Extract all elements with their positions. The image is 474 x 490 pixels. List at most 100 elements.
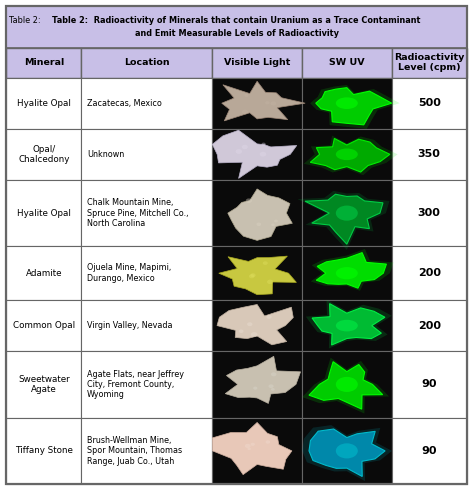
Text: Radioactivity
Level (cpm): Radioactivity Level (cpm) bbox=[394, 53, 465, 73]
Bar bbox=[212, 246, 302, 300]
Ellipse shape bbox=[263, 261, 268, 265]
Polygon shape bbox=[306, 300, 392, 348]
Polygon shape bbox=[212, 422, 292, 475]
Ellipse shape bbox=[244, 94, 248, 97]
Polygon shape bbox=[309, 362, 383, 409]
Text: Tiffany Stone: Tiffany Stone bbox=[15, 446, 73, 455]
Ellipse shape bbox=[247, 448, 251, 450]
Text: Opal/
Chalcedony: Opal/ Chalcedony bbox=[18, 145, 70, 164]
Polygon shape bbox=[225, 356, 301, 403]
Ellipse shape bbox=[239, 329, 244, 333]
Bar bbox=[6, 417, 82, 484]
Text: Common Opal: Common Opal bbox=[13, 321, 75, 330]
Text: and Emit Measurable Levels of Radioactivity: and Emit Measurable Levels of Radioactiv… bbox=[135, 29, 338, 38]
Bar bbox=[302, 300, 392, 351]
Ellipse shape bbox=[336, 377, 358, 392]
Text: Mineral: Mineral bbox=[24, 58, 64, 67]
Bar bbox=[82, 129, 212, 180]
Text: Hyalite Opal: Hyalite Opal bbox=[17, 98, 71, 108]
Bar bbox=[6, 48, 82, 77]
Polygon shape bbox=[217, 304, 293, 345]
Bar bbox=[302, 180, 392, 246]
Bar bbox=[212, 180, 302, 246]
Text: SW UV: SW UV bbox=[329, 58, 365, 67]
Ellipse shape bbox=[274, 220, 278, 222]
Bar bbox=[392, 129, 467, 180]
Ellipse shape bbox=[249, 274, 255, 278]
Polygon shape bbox=[302, 425, 392, 481]
Text: Table 2:: Table 2: bbox=[9, 16, 40, 24]
Polygon shape bbox=[304, 136, 398, 175]
Bar bbox=[6, 129, 82, 180]
Bar bbox=[212, 417, 302, 484]
Text: 300: 300 bbox=[418, 208, 441, 218]
Ellipse shape bbox=[245, 444, 251, 448]
Polygon shape bbox=[298, 191, 390, 250]
Bar bbox=[82, 180, 212, 246]
Bar bbox=[302, 246, 392, 300]
Bar bbox=[82, 351, 212, 417]
Bar bbox=[302, 77, 392, 129]
Text: Table 2:  Radioactivity of Minerals that contain Uranium as a Trace Contaminant: Table 2: Radioactivity of Minerals that … bbox=[52, 16, 421, 24]
Text: Zacatecas, Mexico: Zacatecas, Mexico bbox=[87, 98, 162, 108]
Bar bbox=[392, 351, 467, 417]
Bar bbox=[6, 351, 82, 417]
Bar bbox=[82, 77, 212, 129]
Ellipse shape bbox=[256, 222, 261, 226]
Text: Chalk Mountain Mine,
Spruce Pine, Mitchell Co.,
North Carolina: Chalk Mountain Mine, Spruce Pine, Mitche… bbox=[87, 198, 189, 228]
Polygon shape bbox=[305, 194, 383, 244]
Bar bbox=[6, 77, 82, 129]
Ellipse shape bbox=[246, 198, 252, 203]
Bar bbox=[302, 129, 392, 180]
Bar bbox=[392, 246, 467, 300]
Polygon shape bbox=[228, 189, 292, 241]
Ellipse shape bbox=[253, 387, 257, 390]
Text: Agate Flats, near Jeffrey
City, Fremont County,
Wyoming: Agate Flats, near Jeffrey City, Fremont … bbox=[87, 369, 184, 399]
Bar bbox=[392, 300, 467, 351]
Polygon shape bbox=[219, 256, 296, 294]
Bar bbox=[212, 300, 302, 351]
Bar bbox=[6, 6, 467, 48]
Ellipse shape bbox=[236, 149, 242, 154]
Text: 350: 350 bbox=[418, 149, 441, 159]
Bar bbox=[82, 417, 212, 484]
Polygon shape bbox=[222, 81, 305, 121]
Bar bbox=[6, 180, 82, 246]
Polygon shape bbox=[212, 130, 297, 178]
Polygon shape bbox=[316, 253, 386, 288]
Ellipse shape bbox=[336, 206, 358, 220]
Polygon shape bbox=[316, 88, 392, 125]
Ellipse shape bbox=[336, 320, 358, 331]
Polygon shape bbox=[302, 358, 389, 414]
Ellipse shape bbox=[268, 384, 273, 388]
Text: 200: 200 bbox=[418, 320, 441, 331]
Bar bbox=[6, 300, 82, 351]
Polygon shape bbox=[310, 85, 400, 129]
Text: Visible Light: Visible Light bbox=[224, 58, 290, 67]
Text: 90: 90 bbox=[421, 446, 437, 456]
Polygon shape bbox=[310, 139, 390, 172]
Bar bbox=[6, 246, 82, 300]
Bar bbox=[392, 180, 467, 246]
Ellipse shape bbox=[260, 152, 266, 157]
Polygon shape bbox=[312, 304, 385, 345]
Text: 200: 200 bbox=[418, 268, 441, 278]
Ellipse shape bbox=[267, 280, 273, 284]
Ellipse shape bbox=[336, 267, 358, 279]
Bar bbox=[82, 48, 212, 77]
Polygon shape bbox=[309, 429, 385, 476]
Text: Adamite: Adamite bbox=[26, 269, 62, 278]
Ellipse shape bbox=[271, 388, 275, 391]
Ellipse shape bbox=[265, 441, 270, 443]
Bar bbox=[82, 246, 212, 300]
Bar bbox=[392, 48, 467, 77]
Text: 90: 90 bbox=[421, 379, 437, 390]
Ellipse shape bbox=[242, 145, 248, 149]
Text: Brush-Wellman Mine,
Spor Mountain, Thomas
Range, Juab Co., Utah: Brush-Wellman Mine, Spor Mountain, Thoma… bbox=[87, 436, 182, 466]
Text: Ojuela Mine, Mapimi,
Durango, Mexico: Ojuela Mine, Mapimi, Durango, Mexico bbox=[87, 264, 171, 283]
Bar bbox=[82, 300, 212, 351]
Ellipse shape bbox=[250, 273, 255, 277]
Bar bbox=[302, 48, 392, 77]
Ellipse shape bbox=[265, 101, 270, 104]
Text: Location: Location bbox=[124, 58, 170, 67]
